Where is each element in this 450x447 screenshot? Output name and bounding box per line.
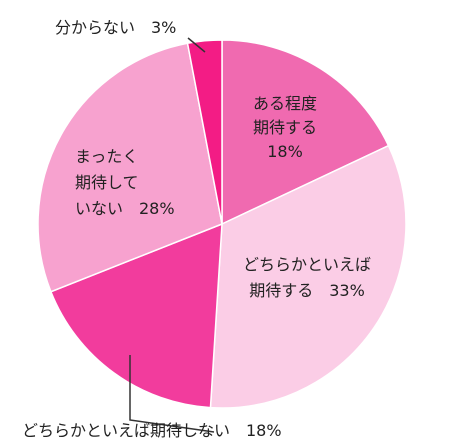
pie-slice-5	[186, 39, 223, 225]
slice-label-2-line-1: どちらかといえば	[243, 255, 371, 274]
slice-label-2: どちらかといえば期待する 33%	[243, 255, 371, 300]
slice-label-1: ある程度期待する 18%	[253, 94, 317, 161]
slice-label-4-line-3: いない 28%	[75, 199, 175, 218]
slice-label-3-line-1: どちらかといえば期待しない 18%	[22, 421, 282, 440]
slice-label-4-line-2: 期待して	[75, 173, 139, 192]
pie-slice-2	[209, 144, 407, 409]
pie-slice-3	[49, 222, 223, 409]
slice-label-1-line-2: 期待する	[253, 118, 317, 137]
slice-label-4: まったく期待していない 28%	[75, 147, 175, 218]
slice-label-5: 分からない 3%	[55, 18, 176, 37]
leader-line-5	[187, 37, 206, 53]
slice-label-2-line-2: 期待する 33%	[249, 281, 365, 300]
slice-label-1-line-1: ある程度	[253, 94, 317, 113]
pie-slice-4	[37, 42, 223, 293]
leader-line-3	[129, 355, 215, 433]
slice-label-5-line-1: 分からない 3%	[55, 18, 176, 37]
pie-slice-1	[221, 39, 390, 226]
slice-label-4-line-1: まったく	[75, 147, 138, 166]
slice-label-3: どちらかといえば期待しない 18%	[22, 421, 282, 440]
slice-label-1-line-3: 18%	[267, 142, 303, 161]
